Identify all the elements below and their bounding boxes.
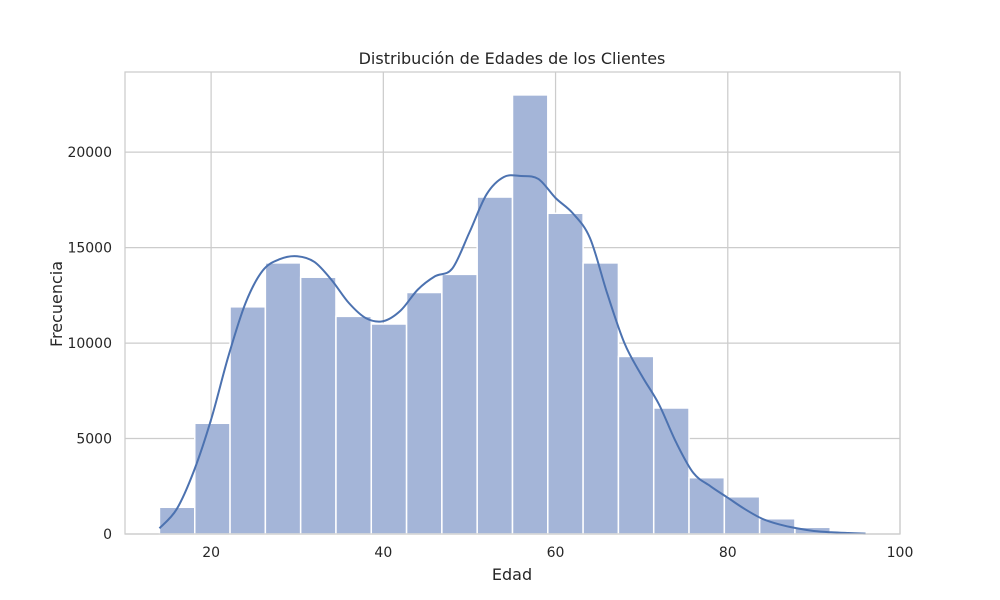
histogram-bar — [264, 262, 302, 535]
histogram-bar — [370, 323, 408, 535]
histogram-bar — [441, 273, 478, 535]
y-tick-label: 20000 — [67, 145, 112, 161]
x-tick-label: 80 — [719, 545, 737, 561]
kde-curve — [158, 174, 866, 535]
x-tick-label: 20 — [202, 545, 220, 561]
y-tick-label: 5000 — [76, 432, 112, 448]
plot-frame — [124, 71, 901, 535]
histogram-bar — [688, 476, 726, 535]
x-tick-label: 60 — [547, 545, 565, 561]
histogram-bar — [476, 196, 514, 535]
histogram-bar — [617, 355, 655, 535]
x-tick-label: 40 — [374, 545, 392, 561]
chart-title: Distribución de Edades de los Clientes — [359, 49, 666, 68]
x-tick-label: 100 — [887, 545, 914, 561]
histogram-bar — [158, 506, 196, 535]
y-tick-label: 15000 — [67, 241, 112, 257]
y-axis-label: Frecuencia — [47, 261, 66, 347]
tick-labels: 20 40 60 80 100 0 5000 10000 15000 20000 — [67, 145, 913, 561]
x-axis-label: Edad — [492, 565, 532, 584]
y-tick-label: 10000 — [67, 336, 112, 352]
histogram-bar — [582, 262, 620, 535]
bars-layer — [158, 94, 867, 535]
histogram-bar — [547, 212, 584, 535]
histogram-bar — [511, 94, 549, 535]
y-tick-label: 0 — [103, 527, 112, 543]
histogram-bar — [229, 306, 267, 535]
histogram-bar — [299, 276, 337, 535]
histogram-bar — [194, 422, 231, 535]
histogram-bar — [652, 407, 690, 535]
histogram-bar — [405, 291, 443, 535]
histogram-bar — [335, 315, 373, 535]
